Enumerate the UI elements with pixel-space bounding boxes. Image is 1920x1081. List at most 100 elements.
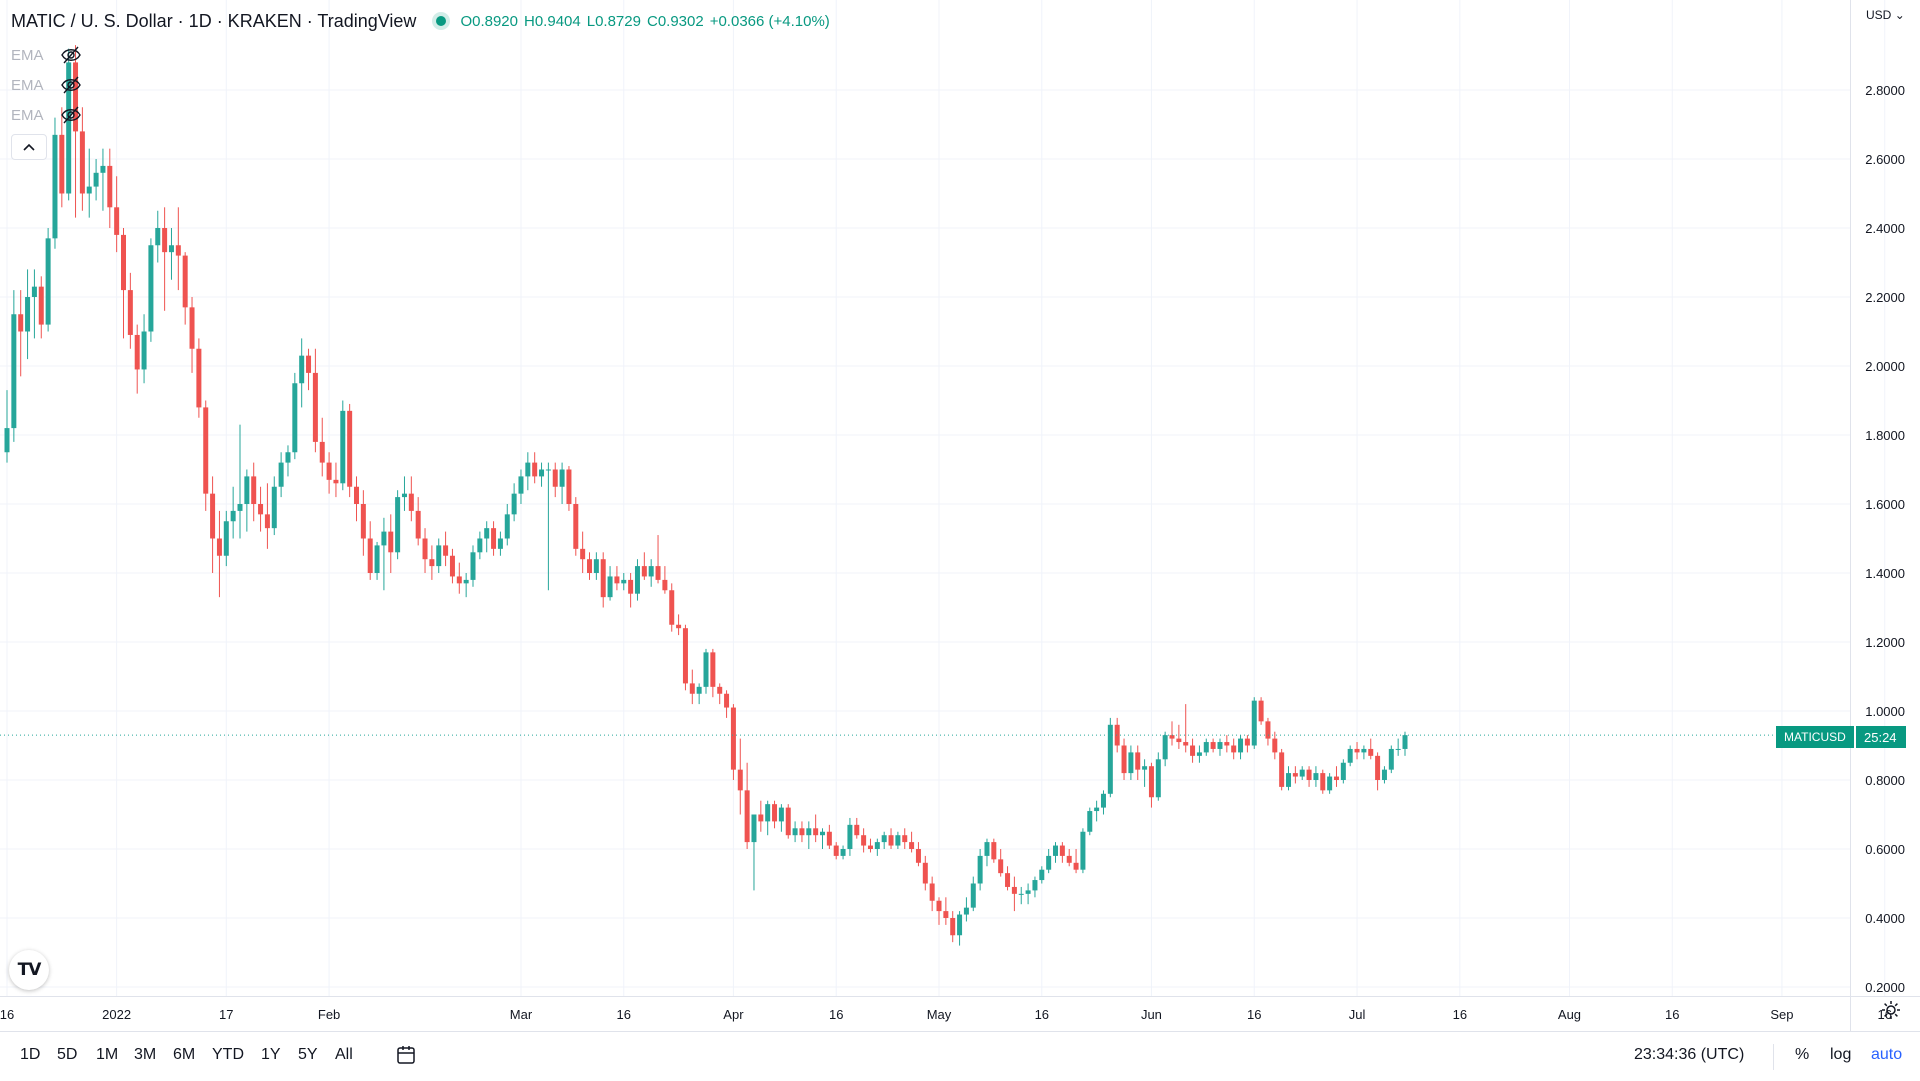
candle-down: [922, 855, 928, 891]
candle-body: [1094, 807, 1100, 812]
candle-body: [1203, 742, 1209, 753]
candle-body: [422, 538, 428, 560]
candle-down: [737, 738, 743, 815]
candle-body: [614, 576, 620, 584]
candle-down: [785, 804, 791, 839]
candle-body: [703, 652, 709, 687]
candle-up: [1107, 717, 1113, 798]
indicator-ema-1[interactable]: EMA: [11, 40, 82, 70]
timeframe-all[interactable]: All: [335, 1046, 353, 1063]
candle-down: [210, 476, 216, 573]
candle-body: [936, 900, 942, 912]
candle-body: [1306, 769, 1312, 780]
timeframe-6m[interactable]: 6M: [173, 1046, 196, 1063]
candle-down: [354, 476, 360, 522]
candle-body: [1073, 862, 1079, 870]
indicator-label: EMA: [11, 76, 44, 94]
candle-body: [203, 407, 209, 494]
candle-down: [724, 690, 730, 718]
candle-up: [1196, 745, 1202, 763]
candle-body: [758, 814, 764, 822]
symbol-title[interactable]: MATIC / U. S. Dollar · 1D · KRAKEN · Tra…: [11, 10, 417, 31]
auto-scale-toggle[interactable]: auto: [1871, 1046, 1903, 1063]
candle-up: [765, 800, 771, 836]
candle-down: [189, 297, 195, 373]
candle-body: [1258, 700, 1264, 722]
price-tick-label: 0.4000: [1865, 911, 1905, 926]
ohlc-open-label: O: [460, 12, 473, 30]
candle-up: [66, 48, 72, 201]
candle-down: [175, 207, 181, 291]
candle-up: [895, 831, 901, 849]
candle-body: [1059, 845, 1065, 856]
date-range-icon[interactable]: [395, 1043, 419, 1067]
candle-up: [1100, 790, 1106, 815]
ohlc-close-label: C: [646, 12, 658, 30]
eye-crossed-icon[interactable]: [60, 44, 82, 66]
percent-scale-toggle[interactable]: %: [1795, 1046, 1810, 1063]
candle-body: [833, 845, 839, 856]
candle-down: [943, 897, 949, 925]
candle-body: [504, 514, 510, 539]
candle-body: [367, 538, 373, 573]
candle-down: [1272, 731, 1278, 760]
candle-body: [31, 286, 37, 297]
indicator-ema-2[interactable]: EMA: [11, 70, 82, 100]
timeframe-3m[interactable]: 3M: [134, 1046, 157, 1063]
currency-label: USD: [1866, 8, 1892, 22]
candle-up: [93, 159, 99, 201]
candle-up: [1361, 745, 1367, 760]
candle-up: [1238, 735, 1244, 760]
candle-body: [895, 835, 901, 846]
candle-body: [1080, 831, 1086, 870]
candle-down: [182, 252, 188, 325]
candle-down: [689, 669, 695, 705]
candle-up: [395, 490, 401, 560]
candle-up: [1039, 866, 1045, 884]
price-tick-label: 1.4000: [1865, 566, 1905, 581]
candle-body: [1395, 748, 1401, 750]
candle-body: [278, 462, 284, 487]
collapse-legend-button[interactable]: [11, 134, 47, 160]
currency-selector[interactable]: USD ⌄: [1866, 8, 1905, 22]
tradingview-logo[interactable]: TV: [9, 950, 49, 990]
candle-body: [1327, 776, 1333, 791]
utc-clock[interactable]: 23:34:36 (UTC): [1634, 1046, 1745, 1063]
timeframe-1m[interactable]: 1M: [96, 1046, 119, 1063]
candle-body: [1114, 724, 1120, 746]
candle-body: [778, 807, 784, 822]
price-chart[interactable]: 2.8000 2.6000 2.4000 2.2000 2.0000 1.8000 1.60…: [0, 0, 1920, 1031]
candle-body: [463, 579, 469, 584]
indicator-ema-3[interactable]: EMA: [11, 100, 82, 130]
ohlc-high: 0.9404: [534, 12, 581, 30]
candle-body: [1340, 762, 1346, 780]
candle-body: [244, 476, 250, 504]
candle-body: [230, 510, 236, 522]
candle-up: [168, 228, 174, 280]
candle-body: [1087, 811, 1093, 832]
candle-body: [1162, 735, 1168, 760]
candle-body: [1354, 748, 1360, 753]
candle-down: [662, 566, 668, 594]
candle-down: [902, 828, 908, 849]
candle-body: [1320, 773, 1326, 791]
timeframe-1d[interactable]: 1D: [20, 1046, 41, 1063]
candle-down: [388, 514, 394, 573]
candle-up: [148, 238, 154, 342]
timeframe-ytd[interactable]: YTD: [212, 1046, 244, 1063]
candle-body: [1107, 724, 1113, 794]
ohlc-high-label: H: [524, 12, 535, 30]
eye-crossed-icon[interactable]: [60, 74, 82, 96]
candle-body: [1196, 752, 1202, 756]
candle-body: [306, 355, 312, 373]
log-scale-toggle[interactable]: log: [1830, 1046, 1852, 1063]
timeframe-5d[interactable]: 5D: [57, 1046, 78, 1063]
gear-icon[interactable]: [1880, 999, 1902, 1021]
price-tick-label: 2.2000: [1865, 290, 1905, 305]
time-tick-label: May: [927, 1007, 952, 1022]
eye-crossed-icon[interactable]: [60, 104, 82, 126]
candle-up: [881, 831, 887, 849]
candle-down: [127, 272, 133, 349]
timeframe-1y[interactable]: 1Y: [261, 1046, 281, 1063]
timeframe-5y[interactable]: 5Y: [298, 1046, 318, 1063]
